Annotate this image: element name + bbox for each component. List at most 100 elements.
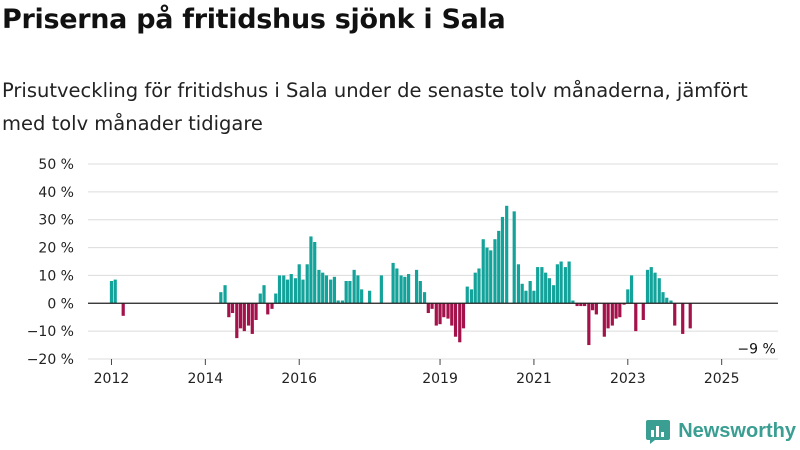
bar <box>450 303 454 326</box>
bar <box>379 275 383 304</box>
bar <box>540 267 544 304</box>
bar <box>493 239 497 304</box>
bar-chart: 50 %40 %30 %20 %10 %0 %−10 %−20 % 2012 20… <box>27 157 778 387</box>
bar <box>422 292 427 304</box>
bar <box>426 303 430 314</box>
bar <box>614 303 618 319</box>
bar <box>606 303 610 329</box>
brand-logo: Newsworthy <box>645 418 796 444</box>
bar <box>500 216 505 304</box>
bar <box>453 303 458 337</box>
bar <box>516 264 521 304</box>
bar <box>477 268 481 304</box>
bar <box>266 303 270 315</box>
annotation-label: −9 % <box>737 341 775 357</box>
bar <box>622 303 626 305</box>
bar <box>465 286 469 304</box>
bar <box>219 292 223 304</box>
bar <box>356 275 360 304</box>
brand-name: Newsworthy <box>678 419 796 442</box>
bar <box>277 275 282 304</box>
y-tick-label: 0 % <box>47 296 74 312</box>
bar <box>270 303 274 309</box>
bar <box>332 276 337 304</box>
bar <box>113 279 117 304</box>
bar <box>258 293 262 304</box>
bar <box>559 261 563 304</box>
bar <box>505 205 509 304</box>
x-tick-label: 2023 <box>610 371 646 387</box>
bar <box>434 303 438 326</box>
bar <box>555 264 559 304</box>
bar <box>109 281 114 304</box>
bar <box>262 285 266 304</box>
bar <box>653 272 657 304</box>
bar <box>575 303 579 307</box>
bar <box>430 303 434 309</box>
y-tick-label: 10 % <box>38 268 74 284</box>
bar <box>552 285 556 304</box>
x-tick-label: 2016 <box>281 371 317 387</box>
bar <box>473 272 477 304</box>
bar <box>657 278 661 304</box>
bar <box>649 267 653 304</box>
bar <box>579 303 583 307</box>
bar <box>641 303 645 320</box>
bar <box>313 242 317 304</box>
bar <box>368 290 372 304</box>
bar <box>340 300 345 304</box>
bar <box>587 303 591 346</box>
bar <box>497 230 501 304</box>
bar <box>645 269 650 304</box>
y-tick-label: 50 % <box>38 157 74 173</box>
bar <box>681 303 685 334</box>
bar <box>629 275 634 304</box>
bar <box>665 297 669 304</box>
bar <box>458 303 462 343</box>
bar <box>324 275 329 304</box>
y-tick-label: −20 % <box>27 352 74 368</box>
bar <box>547 278 552 304</box>
bar <box>223 285 227 304</box>
bar <box>590 303 595 311</box>
x-tick-label: 2014 <box>188 371 224 387</box>
bar <box>282 275 286 304</box>
bar <box>395 268 399 304</box>
bar <box>391 262 395 304</box>
bar <box>520 283 524 304</box>
bar <box>594 303 598 315</box>
bar <box>442 303 446 318</box>
bar <box>602 303 606 337</box>
bar <box>469 289 474 304</box>
y-tick-label: −10 % <box>27 324 74 340</box>
bar <box>414 269 419 304</box>
bar <box>618 303 622 318</box>
bar <box>634 303 638 332</box>
bar <box>238 303 243 329</box>
bar <box>301 279 305 304</box>
bar <box>512 211 516 304</box>
bar <box>524 290 528 304</box>
bar <box>571 300 575 304</box>
bar-chart-logo-icon <box>646 420 671 444</box>
x-tick-label: 2019 <box>422 371 458 387</box>
bar <box>360 289 364 304</box>
chart-subtitle: Prisutveckling för fritidshus i Sala und… <box>2 79 748 135</box>
bar <box>317 269 321 304</box>
bar <box>121 303 125 316</box>
bar <box>567 261 571 304</box>
bar <box>254 303 258 320</box>
x-tick-label: 2021 <box>516 371 552 387</box>
bar <box>418 281 422 304</box>
bar <box>230 303 235 314</box>
bar <box>610 303 614 326</box>
bar <box>235 303 239 339</box>
bar <box>528 281 532 304</box>
bar <box>305 264 309 304</box>
bar <box>532 290 536 304</box>
bar <box>344 281 348 304</box>
bar-series <box>109 205 692 346</box>
bar <box>583 303 587 307</box>
bar <box>489 250 493 304</box>
bar <box>403 276 407 304</box>
